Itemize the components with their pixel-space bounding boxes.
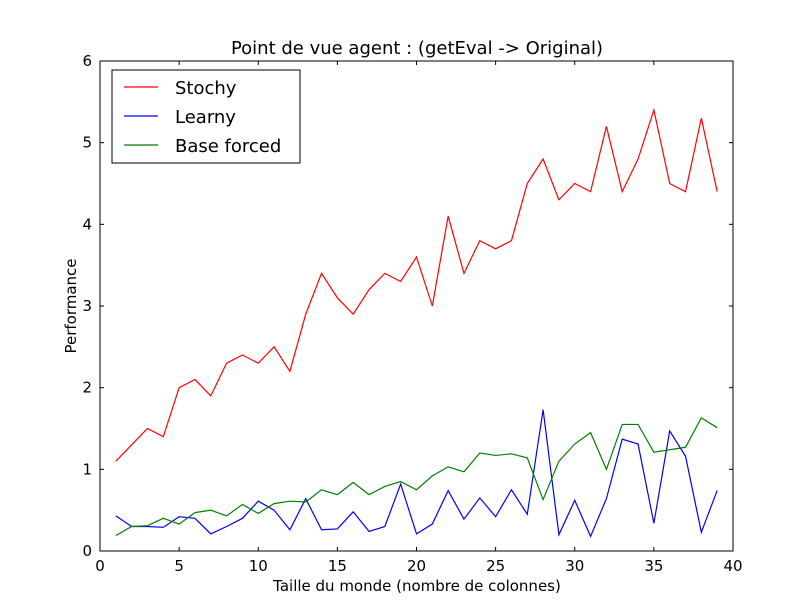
series-line-learny: [115, 409, 718, 538]
series-line-base-forced: [115, 417, 718, 537]
y-tick-label: 4: [82, 215, 92, 233]
y-tick-label: 1: [82, 460, 92, 478]
y-tick-label: 0: [82, 542, 92, 560]
x-tick-label: 5: [174, 557, 184, 575]
x-tick-label: 15: [328, 557, 347, 575]
y-tick-label: 3: [82, 297, 92, 315]
axes-layer: 0 5 10 15 20 25 30 35 40 0 1 2 3 4 5 6: [82, 52, 742, 575]
x-tick-label: 0: [95, 557, 105, 575]
x-axis-label: Taille du monde (nombre de colonnes): [272, 577, 561, 595]
y-tick-label: 2: [82, 379, 92, 397]
x-tick-label: 35: [644, 557, 663, 575]
y-tick-label: 5: [82, 134, 92, 152]
x-tick-label: 25: [486, 557, 505, 575]
legend-label-learny: Learny: [175, 107, 236, 128]
series-line-stochy: [115, 107, 718, 462]
legend-label-stochy: Stochy: [175, 78, 237, 99]
y-tick-label: 6: [82, 52, 92, 70]
x-tick-label: 10: [249, 557, 268, 575]
x-tick-label: 30: [565, 557, 584, 575]
x-tick-label: 40: [723, 557, 742, 575]
y-axis-label: Performance: [62, 258, 80, 353]
legend: Stochy Learny Base forced: [111, 69, 301, 164]
x-tick-label: 20: [407, 557, 426, 575]
series-layer: [115, 107, 718, 538]
chart-title: Point de vue agent : (getEval -> Origina…: [231, 38, 603, 59]
legend-label-base-forced: Base forced: [175, 136, 281, 157]
